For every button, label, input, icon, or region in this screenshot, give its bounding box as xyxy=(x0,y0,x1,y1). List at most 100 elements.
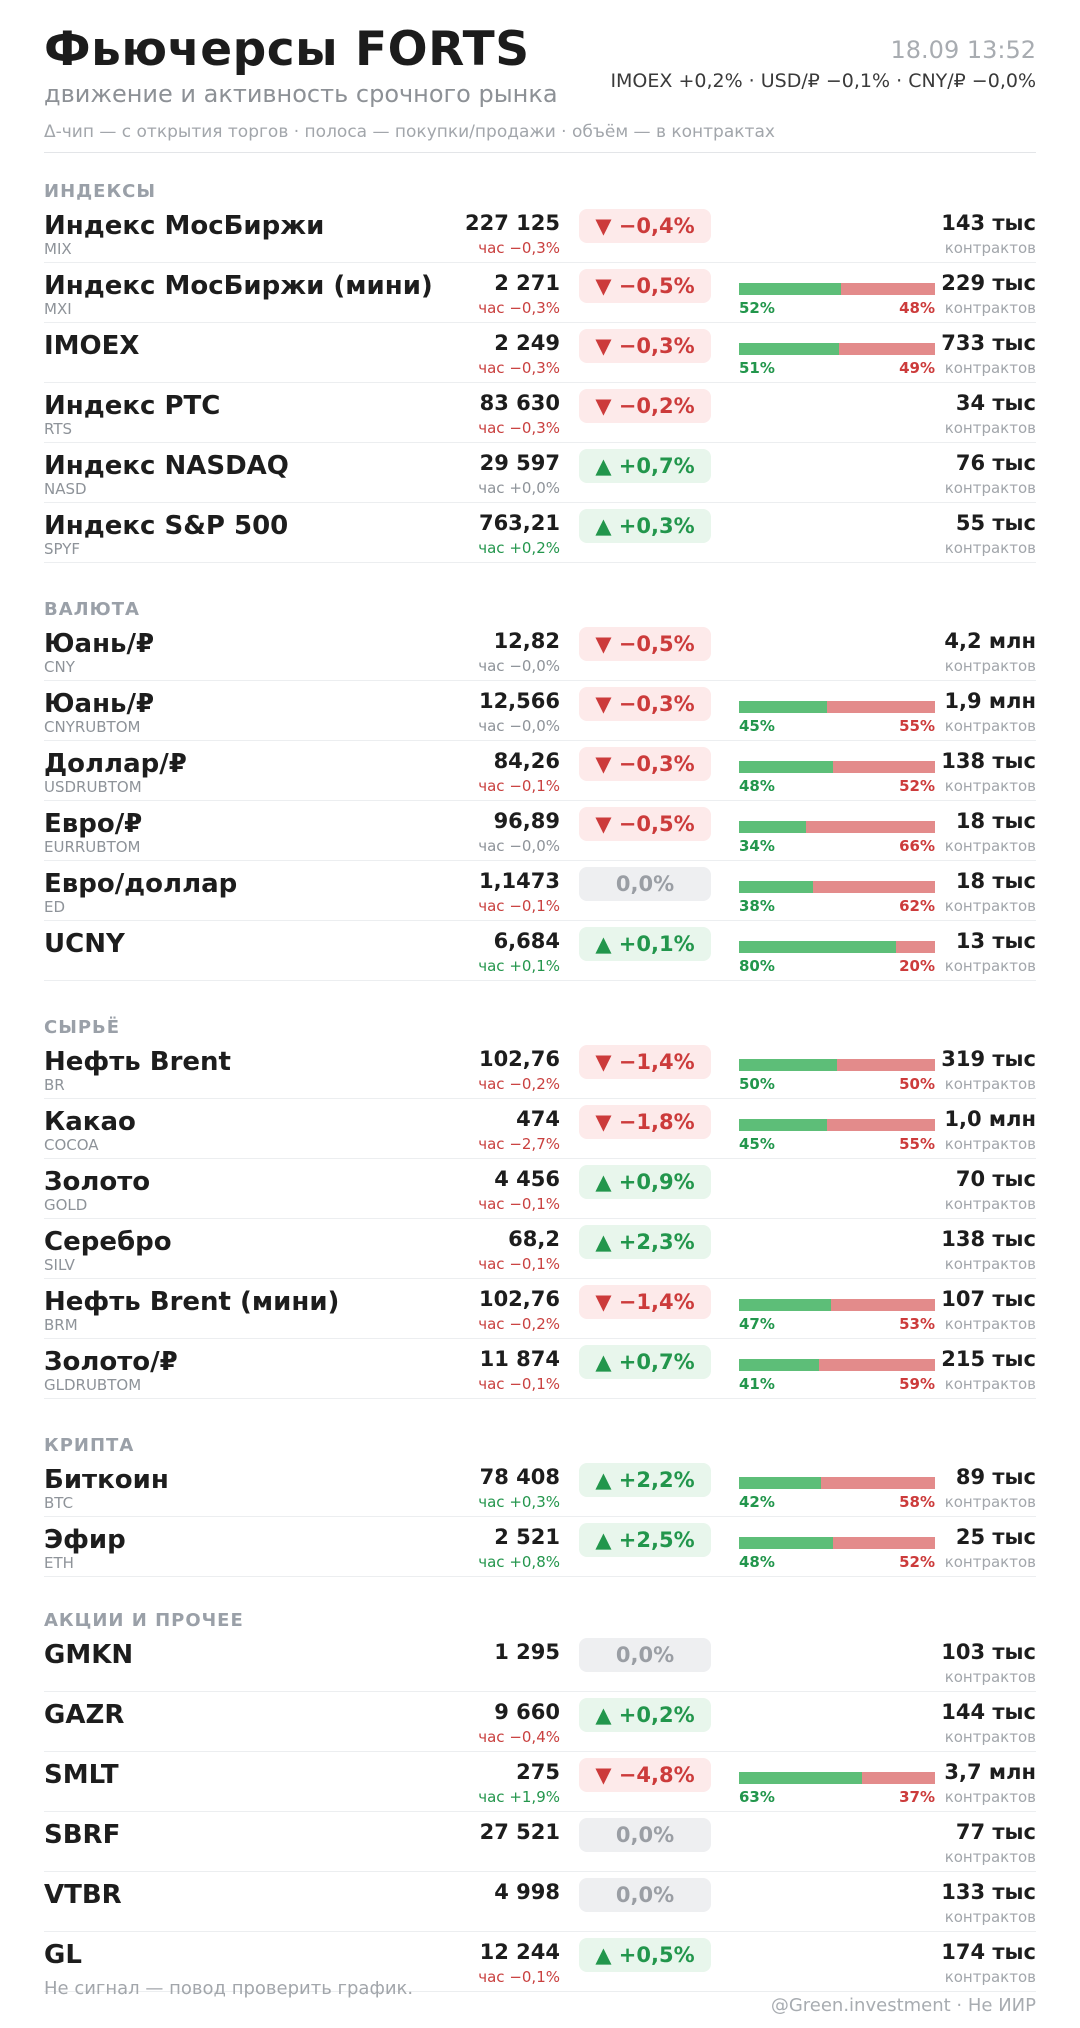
day-change-chip: ▲ +0,1% xyxy=(579,927,711,961)
volume-unit: контрактов xyxy=(944,777,1036,795)
section-3: КРИПТА Биткоин BTC 78 408 час +0,3% ▲ +2,2% 42… xyxy=(44,1407,1036,1577)
last-price: 27 521 xyxy=(479,1820,560,1844)
sell-bar-fill xyxy=(833,1537,935,1549)
instrument-ticker: GLDRUBTOM xyxy=(44,1376,142,1394)
last-price: 1,1473 xyxy=(478,869,560,893)
table-row[interactable]: Индекс S&P 500 SPYF 763,21 час +0,2% ▲ +0,3%… xyxy=(44,503,1036,563)
sell-percent: 20% xyxy=(899,957,935,975)
table-row[interactable]: GL 12 244 час −0,1% ▲ +0,5% 174 тыс контракто… xyxy=(44,1932,1036,1992)
buy-bar-fill xyxy=(739,343,839,355)
instrument-name: Доллар/₽ xyxy=(44,749,187,779)
table-row[interactable]: Индекс РТС RTS 83 630 час −0,3% ▼ −0,2% 34 ты… xyxy=(44,383,1036,443)
page-header: Фьючерсы FORTS движение и активность сро… xyxy=(44,0,1036,153)
volume-value: 1,9 млн xyxy=(944,689,1036,713)
hour-change: час +0,1% xyxy=(478,957,560,975)
table-row[interactable]: Доллар/₽ USDRUBTOM 84,26 час −0,1% ▼ −0,3% 48… xyxy=(44,741,1036,801)
last-price: 96,89 xyxy=(493,809,560,833)
buy-percent: 52% xyxy=(739,299,775,317)
volume-value: 733 тыс xyxy=(941,331,1036,355)
sell-bar-fill xyxy=(827,701,935,713)
instrument-ticker: RTS xyxy=(44,420,73,438)
table-row[interactable]: GAZR 9 660 час −0,4% ▲ +0,2% 144 тыс контракт… xyxy=(44,1692,1036,1752)
table-row[interactable]: Юань/₽ CNY 12,82 час −0,0% ▼ −0,5% 4,2 млн кон… xyxy=(44,621,1036,681)
sell-percent: 49% xyxy=(899,359,935,377)
volume-value: 229 тыс xyxy=(941,271,1036,295)
table-row[interactable]: Биткоин BTC 78 408 час +0,3% ▲ +2,2% 42% 58% 89… xyxy=(44,1457,1036,1517)
table-row[interactable]: UCNY 6,684 час +0,1% ▲ +0,1% 80% 20% 13 тыс кон… xyxy=(44,921,1036,981)
day-change-chip: ▼ −0,5% xyxy=(579,807,711,841)
buy-sell-bar xyxy=(739,1477,935,1489)
buy-bar-fill xyxy=(739,701,828,713)
table-row[interactable]: VTBR 4 998 0,0% 133 тыс контрактов xyxy=(44,1872,1036,1932)
volume-unit: контрактов xyxy=(944,1728,1036,1746)
buy-percent: 48% xyxy=(739,1553,775,1571)
buy-bar-fill xyxy=(739,1119,828,1131)
buy-sell-bar xyxy=(739,881,935,893)
table-row[interactable]: Индекс МосБиржи MIX 227 125 час −0,3% ▼ −0,4… xyxy=(44,203,1036,263)
instrument-ticker: MIX xyxy=(44,240,72,258)
volume-value: 1,0 млн xyxy=(944,1107,1036,1131)
volume-unit: контрактов xyxy=(944,1493,1036,1511)
buy-bar-fill xyxy=(739,941,896,953)
table-row[interactable]: Евро/доллар ED 1,1473 час −0,1% 0,0% 38% 62% 18… xyxy=(44,861,1036,921)
sell-bar-fill xyxy=(813,881,935,893)
buy-bar-fill xyxy=(739,1772,863,1784)
day-change-chip: ▲ +0,3% xyxy=(579,509,711,543)
section-2: СЫРЬЁ Нефть Brent BR 102,76 час −0,2% ▼ −1,4%… xyxy=(44,989,1036,1399)
day-change-chip: ▲ +0,5% xyxy=(579,1938,711,1972)
sell-bar-fill xyxy=(862,1772,935,1784)
table-row[interactable]: SMLT 275 час +1,9% ▼ −4,8% 63% 37% 3,7 млн конт… xyxy=(44,1752,1036,1812)
buy-sell-bar xyxy=(739,343,935,355)
table-row[interactable]: Индекс NASDAQ NASD 29 597 час +0,0% ▲ +0,7% 7… xyxy=(44,443,1036,503)
table-row[interactable]: Евро/₽ EURRUBTOM 96,89 час −0,0% ▼ −0,5% 34% 6… xyxy=(44,801,1036,861)
table-row[interactable]: Золото/₽ GLDRUBTOM 11 874 час −0,1% ▲ +0,7% 4… xyxy=(44,1339,1036,1399)
instrument-ticker: CNYRUBTOM xyxy=(44,718,141,736)
buy-percent: 51% xyxy=(739,359,775,377)
table-row[interactable]: Какао COCOA 474 час −2,7% ▼ −1,8% 45% 55% 1,0 м… xyxy=(44,1099,1036,1159)
table-row[interactable]: Нефть Brent BR 102,76 час −0,2% ▼ −1,4% 50% 50… xyxy=(44,1039,1036,1099)
buy-sell-bar xyxy=(739,761,935,773)
instrument-name: Золото xyxy=(44,1167,151,1197)
last-price: 102,76 xyxy=(478,1287,560,1311)
table-row[interactable]: Золото GOLD 4 456 час −0,1% ▲ +0,9% 70 тыс кон… xyxy=(44,1159,1036,1219)
instrument-name: Евро/доллар xyxy=(44,869,238,899)
volume-value: 18 тыс xyxy=(955,809,1036,833)
market-indices-summary: IMOEX +0,2% · USD/₽ −0,1% · CNY/₽ −0,0% xyxy=(610,70,1036,92)
instrument-name: Юань/₽ xyxy=(44,629,155,659)
table-row[interactable]: Индекс МосБиржи (мини) MXI 2 271 час −0,3% ▼… xyxy=(44,263,1036,323)
instrument-ticker: EURRUBTOM xyxy=(44,838,141,856)
volume-unit: контрактов xyxy=(944,239,1036,257)
instrument-name: Серебро xyxy=(44,1227,172,1257)
section-title: КРИПТА xyxy=(44,1435,135,1456)
buy-bar-fill xyxy=(739,761,834,773)
instrument-ticker: MXI xyxy=(44,300,72,318)
sell-bar-fill xyxy=(895,941,935,953)
table-row[interactable]: GMKN 1 295 0,0% 103 тыс контрактов xyxy=(44,1632,1036,1692)
table-row[interactable]: IMOEX 2 249 час −0,3% ▼ −0,3% 51% 49% 733 тыс к… xyxy=(44,323,1036,383)
day-change-chip: ▼ −0,3% xyxy=(579,329,711,363)
sell-percent: 55% xyxy=(899,1135,935,1153)
hour-change: час −0,2% xyxy=(478,1075,560,1093)
table-row[interactable]: Нефть Brent (мини) BRM 102,76 час −0,2% ▼ −1… xyxy=(44,1279,1036,1339)
table-row[interactable]: SBRF 27 521 0,0% 77 тыс контрактов xyxy=(44,1812,1036,1872)
day-change-chip: ▲ +0,7% xyxy=(579,1345,711,1379)
last-price: 12 244 xyxy=(479,1940,560,1964)
sell-bar-fill xyxy=(837,1059,935,1071)
day-change-chip: ▼ −1,8% xyxy=(579,1105,711,1139)
last-price: 1 295 xyxy=(494,1640,560,1664)
table-row[interactable]: Серебро SILV 68,2 час −0,1% ▲ +2,3% 138 тыс ко… xyxy=(44,1219,1036,1279)
volume-value: 34 тыс xyxy=(955,391,1036,415)
hour-change: час −0,1% xyxy=(478,777,560,795)
last-price: 83 630 xyxy=(479,391,560,415)
table-row[interactable]: Юань/₽ CNYRUBTOM 12,566 час −0,0% ▼ −0,3% 45%… xyxy=(44,681,1036,741)
buy-bar-fill xyxy=(739,1537,834,1549)
buy-sell-bar xyxy=(739,941,935,953)
volume-unit: контрактов xyxy=(944,419,1036,437)
sell-bar-fill xyxy=(819,1359,935,1371)
table-row[interactable]: Эфир ETH 2 521 час +0,8% ▲ +2,5% 48% 52% 25 тыс… xyxy=(44,1517,1036,1577)
volume-value: 138 тыс xyxy=(941,749,1036,773)
day-change-chip: 0,0% xyxy=(579,867,711,901)
last-price: 12,566 xyxy=(478,689,560,713)
instrument-name: VTBR xyxy=(44,1880,122,1910)
buy-percent: 47% xyxy=(739,1315,775,1333)
